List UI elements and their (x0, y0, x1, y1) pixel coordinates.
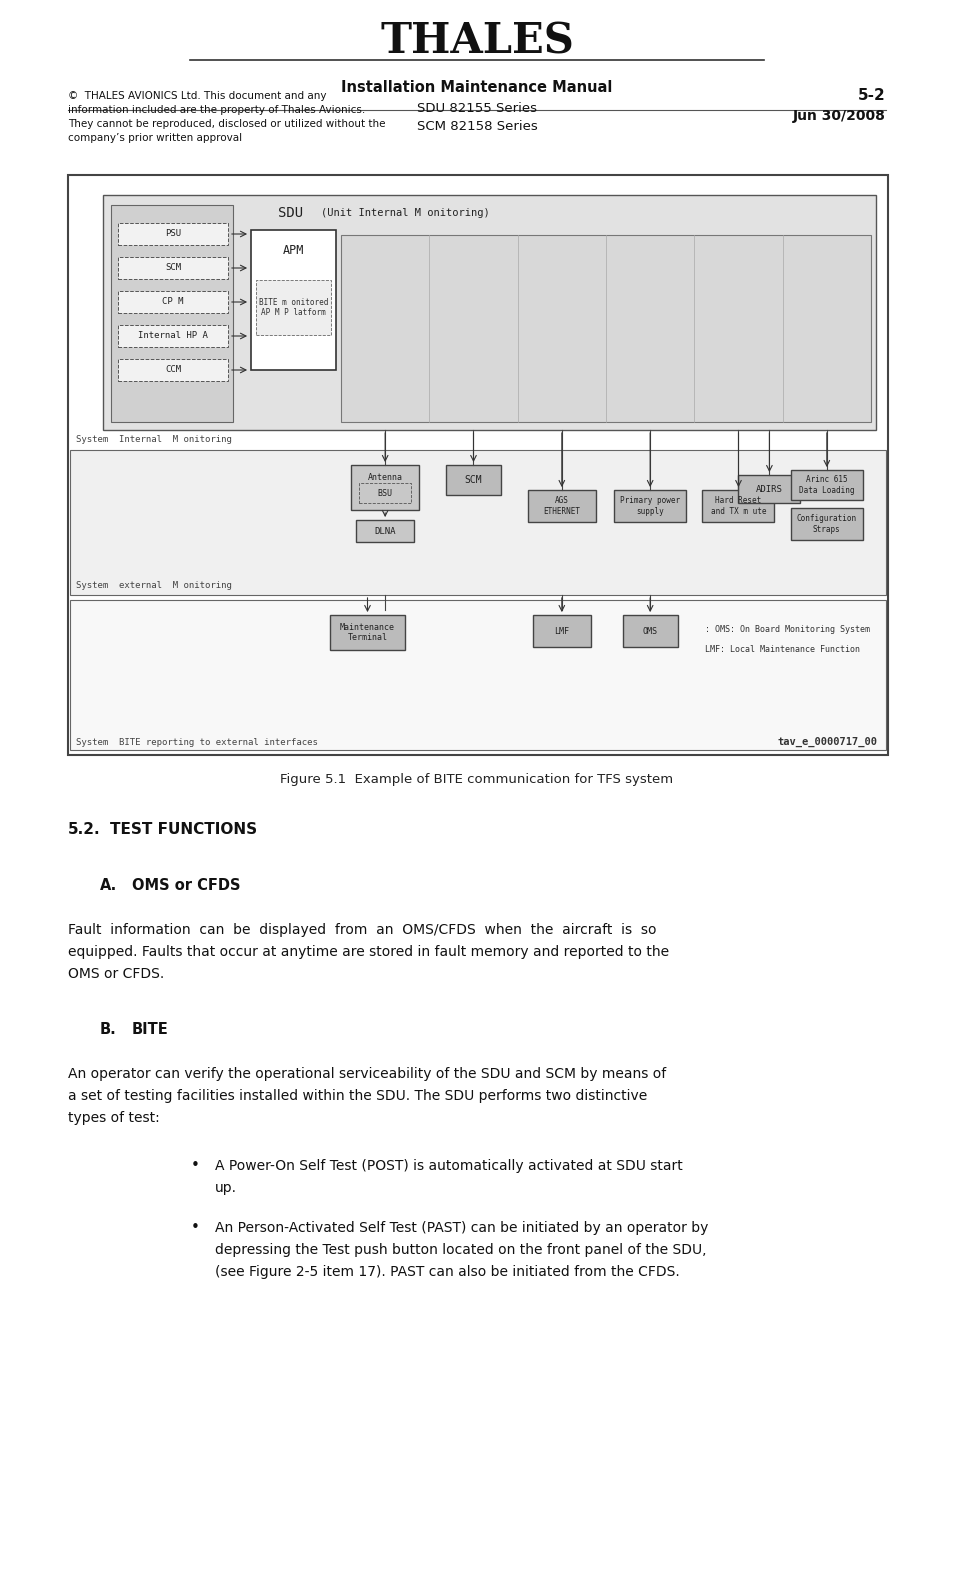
Bar (533, 615, 590, 647)
Bar (70, 601, 885, 750)
Text: Figure 5.1  Example of BITE communication for TFS system: Figure 5.1 Example of BITE communication… (280, 774, 673, 787)
Bar (527, 489, 596, 523)
Bar (251, 230, 335, 370)
Bar (70, 450, 885, 594)
Text: An operator can verify the operational serviceability of the SDU and SCM by mean: An operator can verify the operational s… (68, 1066, 665, 1081)
Text: Installation Maintenance Manual: Installation Maintenance Manual (341, 81, 612, 95)
Text: They cannot be reproduced, disclosed or utilized without the: They cannot be reproduced, disclosed or … (68, 119, 385, 129)
Bar (330, 615, 405, 650)
Text: tav_e_0000717_00: tav_e_0000717_00 (778, 737, 877, 747)
Text: company’s prior written approval: company’s prior written approval (68, 133, 242, 143)
Text: LMF: LMF (554, 626, 569, 636)
Text: Primary power
supply: Primary power supply (619, 496, 679, 516)
Text: AGS
ETHERNET: AGS ETHERNET (543, 496, 579, 516)
Text: Maintenance
Terminal: Maintenance Terminal (339, 623, 395, 642)
Text: System  BITE reporting to external interfaces: System BITE reporting to external interf… (76, 737, 317, 747)
Text: CCM: CCM (165, 365, 181, 375)
Text: SCM: SCM (165, 264, 181, 272)
Text: APM: APM (282, 243, 304, 256)
Text: SCM: SCM (464, 475, 482, 485)
Text: SDU 82155 Series: SDU 82155 Series (416, 102, 537, 114)
Bar (358, 483, 411, 504)
Text: BITE m onitored
AP M P latform: BITE m onitored AP M P latform (258, 297, 328, 318)
Text: System  external  M onitoring: System external M onitoring (76, 582, 232, 590)
Text: THALES: THALES (379, 21, 574, 64)
Text: OMS or CFDS.: OMS or CFDS. (68, 968, 164, 980)
Text: Fault  information  can  be  displayed  from  an  OMS/CFDS  when  the  aircraft : Fault information can be displayed from … (68, 923, 656, 938)
Bar (622, 615, 677, 647)
Bar (111, 205, 233, 423)
Text: Arinc 615
Data Loading: Arinc 615 Data Loading (799, 475, 854, 494)
Bar (614, 489, 685, 523)
Bar (68, 175, 887, 755)
Text: LMF: Local Maintenance Function: LMF: Local Maintenance Function (704, 645, 860, 655)
Text: 5.2.: 5.2. (68, 823, 100, 837)
Bar (255, 280, 331, 335)
Text: An Person-Activated Self Test (PAST) can be initiated by an operator by: An Person-Activated Self Test (PAST) can… (214, 1220, 708, 1235)
Bar (701, 489, 774, 523)
Text: (Unit Internal M onitoring): (Unit Internal M onitoring) (320, 208, 489, 218)
Text: System  Internal  M onitoring: System Internal M onitoring (76, 435, 232, 443)
Text: OMS or CFDS: OMS or CFDS (132, 877, 240, 893)
Bar (738, 475, 800, 504)
Bar (340, 235, 870, 423)
Text: PSU: PSU (165, 229, 181, 238)
Text: depressing the Test push button located on the front panel of the SDU,: depressing the Test push button located … (214, 1243, 706, 1257)
Text: ©  THALES AVIONICS Ltd. This document and any: © THALES AVIONICS Ltd. This document and… (68, 91, 326, 102)
Text: TEST FUNCTIONS: TEST FUNCTIONS (110, 823, 257, 837)
Text: Antenna: Antenna (367, 474, 402, 483)
Text: Configuration
Straps: Configuration Straps (796, 515, 856, 534)
Text: A.: A. (100, 877, 117, 893)
Bar (351, 466, 418, 510)
Text: 5-2: 5-2 (858, 89, 885, 103)
Text: A Power-On Self Test (POST) is automatically activated at SDU start: A Power-On Self Test (POST) is automatic… (214, 1158, 682, 1173)
Text: B.: B. (100, 1022, 116, 1036)
Text: a set of testing facilities installed within the SDU. The SDU performs two disti: a set of testing facilities installed wi… (68, 1088, 646, 1103)
Bar (118, 291, 228, 313)
Text: DLNA: DLNA (374, 526, 395, 535)
Bar (118, 257, 228, 280)
Text: BITE: BITE (132, 1022, 169, 1036)
Bar (118, 222, 228, 245)
Bar (118, 359, 228, 381)
Text: •: • (191, 1220, 199, 1236)
Text: : OMS: On Board Monitoring System: : OMS: On Board Monitoring System (704, 626, 869, 634)
Text: types of test:: types of test: (68, 1111, 159, 1125)
Bar (103, 195, 875, 431)
Text: Jun 30/2008: Jun 30/2008 (792, 108, 885, 122)
Text: equipped. Faults that occur at anytime are stored in fault memory and reported t: equipped. Faults that occur at anytime a… (68, 945, 668, 960)
Bar (118, 326, 228, 346)
Text: up.: up. (214, 1181, 236, 1195)
Text: information included are the property of Thales Avionics.: information included are the property of… (68, 105, 365, 114)
Bar (790, 508, 862, 540)
Bar (446, 466, 500, 496)
Text: (see Figure 2-5 item 17). PAST can also be initiated from the CFDS.: (see Figure 2-5 item 17). PAST can also … (214, 1265, 679, 1279)
Text: SDU: SDU (277, 207, 303, 219)
Text: SCM 82158 Series: SCM 82158 Series (416, 119, 537, 132)
Text: ADIRS: ADIRS (755, 485, 782, 494)
Bar (355, 520, 414, 542)
Bar (790, 470, 862, 501)
Text: Internal HP A: Internal HP A (138, 332, 208, 340)
Text: OMS: OMS (642, 626, 657, 636)
Text: CP M: CP M (162, 297, 184, 307)
Text: BSU: BSU (377, 488, 393, 497)
Text: •: • (191, 1158, 199, 1174)
Text: Hard Reset
and TX m ute: Hard Reset and TX m ute (710, 496, 765, 516)
